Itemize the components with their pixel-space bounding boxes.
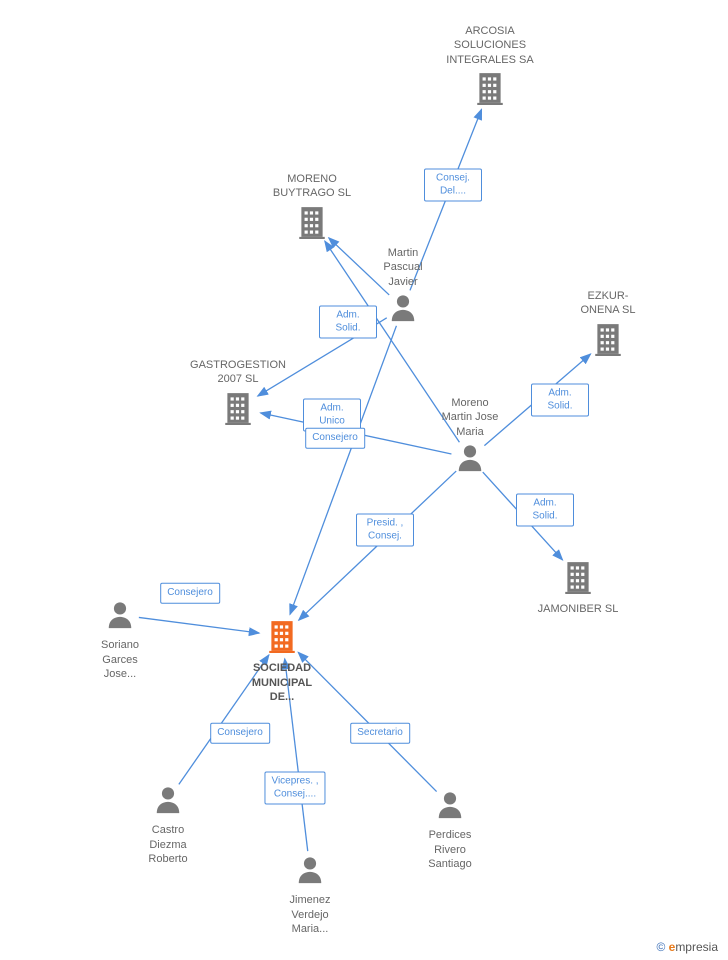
person-icon bbox=[400, 790, 500, 824]
node-label: Perdices Rivero Santiago bbox=[400, 828, 500, 871]
edge-label-moreno_m-ezkur: Adm. Solid. bbox=[531, 384, 589, 417]
person-node-perdices[interactable]: Perdices Rivero Santiago bbox=[400, 790, 500, 871]
person-icon bbox=[420, 443, 520, 477]
node-label: GASTROGESTION 2007 SL bbox=[188, 358, 288, 387]
building-icon bbox=[558, 322, 658, 360]
node-label: Soriano Garces Jose... bbox=[70, 638, 170, 681]
building-icon bbox=[232, 619, 332, 657]
company-node-gastro[interactable]: GASTROGESTION 2007 SL bbox=[188, 358, 288, 429]
person-icon bbox=[70, 600, 170, 634]
edge-label-moreno_m-sociedad: Presid. , Consej. bbox=[356, 514, 414, 547]
node-label: Martin Pascual Javier bbox=[353, 246, 453, 289]
company-node-jamon[interactable]: JAMONIBER SL bbox=[528, 560, 628, 617]
person-node-jimenez[interactable]: Jimenez Verdejo Maria... bbox=[260, 855, 360, 936]
node-label: ARCOSIA SOLUCIONES INTEGRALES SA bbox=[440, 24, 540, 67]
diagram-canvas bbox=[0, 0, 728, 960]
company-node-moreno_b[interactable]: MORENO BUYTRAGO SL bbox=[262, 172, 362, 243]
edge-label-moreno_m-jamon: Adm. Solid. bbox=[516, 494, 574, 527]
building-icon bbox=[528, 560, 628, 598]
edge-label-martin-sociedad: Consejero bbox=[305, 428, 365, 449]
company-node-arcosia[interactable]: ARCOSIA SOLUCIONES INTEGRALES SA bbox=[440, 24, 540, 109]
edge-label-martin-moreno_b: Adm. Solid. bbox=[319, 306, 377, 339]
node-label: Moreno Martin Jose Maria bbox=[420, 396, 520, 439]
node-label: MORENO BUYTRAGO SL bbox=[262, 172, 362, 201]
copyright-symbol: © bbox=[656, 940, 665, 954]
person-icon bbox=[118, 785, 218, 819]
edge-label-martin-gastro: Adm. Unico bbox=[303, 399, 361, 432]
company-node-sociedad[interactable]: SOCIEDAD MUNICIPAL DE... bbox=[232, 619, 332, 704]
person-icon bbox=[260, 855, 360, 889]
building-icon bbox=[440, 71, 540, 109]
edge-label-martin-arcosia: Consej. Del.... bbox=[424, 169, 482, 202]
edge-martin-sociedad bbox=[290, 326, 396, 615]
brand-rest: mpresia bbox=[675, 940, 718, 954]
building-icon bbox=[262, 205, 362, 243]
node-label: SOCIEDAD MUNICIPAL DE... bbox=[232, 661, 332, 704]
node-label: Castro Diezma Roberto bbox=[118, 823, 218, 866]
edge-label-perdices-sociedad: Secretario bbox=[350, 723, 410, 744]
person-node-castro[interactable]: Castro Diezma Roberto bbox=[118, 785, 218, 866]
edge-label-soriano-sociedad: Consejero bbox=[160, 583, 220, 604]
building-icon bbox=[188, 391, 288, 429]
edge-label-castro-sociedad: Consejero bbox=[210, 723, 270, 744]
person-node-soriano[interactable]: Soriano Garces Jose... bbox=[70, 600, 170, 681]
company-node-ezkur[interactable]: EZKUR- ONENA SL bbox=[558, 289, 658, 360]
person-node-moreno_m[interactable]: Moreno Martin Jose Maria bbox=[420, 396, 520, 477]
footer: © empresia bbox=[656, 940, 718, 954]
node-label: Jimenez Verdejo Maria... bbox=[260, 893, 360, 936]
node-label: JAMONIBER SL bbox=[528, 602, 628, 616]
edge-label-jimenez-sociedad: Vicepres. , Consej.... bbox=[264, 772, 325, 805]
node-label: EZKUR- ONENA SL bbox=[558, 289, 658, 318]
